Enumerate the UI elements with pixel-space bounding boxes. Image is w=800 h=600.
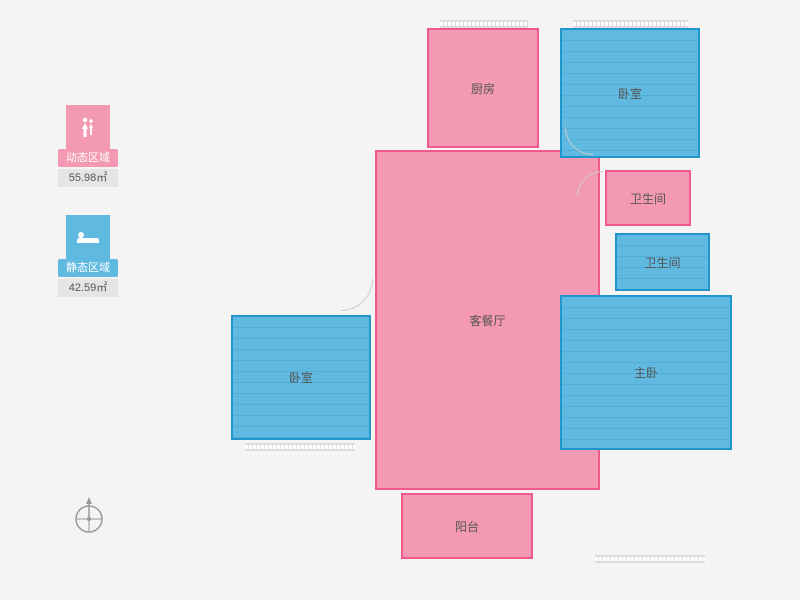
room-master-bedroom-label: 主卧	[634, 364, 658, 381]
room-master-bedroom: 主卧	[560, 295, 732, 450]
legend-static-label: 静态区域	[58, 259, 118, 277]
legend-dynamic: 动态区域 55.98㎡	[58, 105, 118, 187]
room-balcony-label: 阳台	[455, 518, 479, 535]
room-kitchen: 厨房	[427, 28, 539, 148]
room-bathroom-1: 卫生间	[605, 170, 691, 226]
room-living-label: 客餐厅	[469, 312, 505, 329]
room-bedroom-left: 卧室	[231, 315, 371, 440]
legend-static-area: 42.59㎡	[58, 279, 118, 297]
room-bathroom-2: 卫生间	[615, 233, 710, 291]
room-bathroom-1-label: 卫生间	[630, 190, 666, 207]
room-bedroom-left-label: 卧室	[289, 369, 313, 386]
room-balcony: 阳台	[401, 493, 533, 559]
legend-static: 静态区域 42.59㎡	[58, 215, 118, 297]
window-mark	[595, 555, 705, 563]
window-mark	[440, 20, 528, 28]
legend-panel: 动态区域 55.98㎡ 静态区域 42.59㎡	[58, 105, 118, 325]
window-mark	[245, 443, 355, 451]
legend-dynamic-label: 动态区域	[58, 149, 118, 167]
compass-icon	[73, 495, 105, 540]
room-kitchen-label: 厨房	[471, 80, 495, 97]
door-arc	[341, 279, 373, 311]
room-bedroom-upper-label: 卧室	[618, 85, 642, 102]
people-icon	[66, 105, 110, 149]
floor-plan: 客餐厅 厨房 卧室 卫生间 卫生间 卧室 主卧 阳台	[225, 15, 755, 585]
room-bathroom-2-label: 卫生间	[644, 254, 680, 271]
legend-dynamic-area: 55.98㎡	[58, 169, 118, 187]
sleep-icon	[66, 215, 110, 259]
window-mark	[573, 20, 688, 28]
